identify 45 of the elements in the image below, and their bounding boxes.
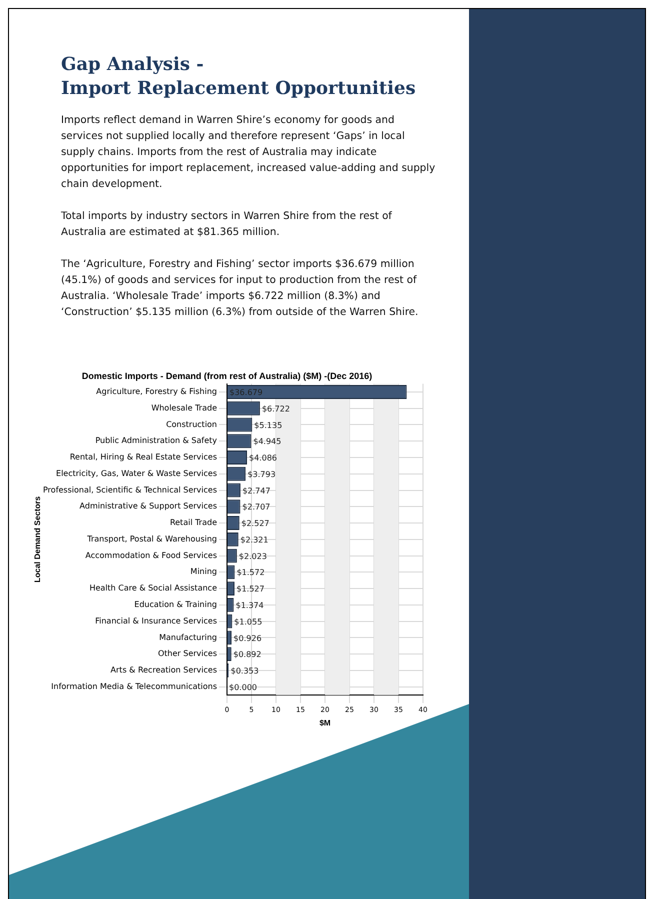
y-tick-label: Arts & Recreation Services (110, 666, 217, 675)
data-label: $2.527 (241, 519, 270, 528)
data-label: $5.135 (254, 420, 282, 430)
y-tick-label: Wholesale Trade (151, 403, 218, 412)
data-label: $3.793 (248, 470, 276, 479)
data-label: $6.722 (262, 404, 290, 414)
data-label: $0.892 (233, 650, 262, 660)
y-tick-label: Electricity, Gas, Water & Waste Services (56, 468, 217, 478)
data-label: $0.353 (230, 666, 259, 676)
y-tick-label: Mining (190, 567, 217, 576)
y-tick-label: Accommodation & Food Services (85, 550, 217, 560)
y-tick-label: Financial & Insurance Services (95, 616, 217, 626)
y-axis-title: Local Demand Sectors (33, 496, 42, 583)
data-label: $2.321 (240, 535, 268, 544)
x-axis-title: $M (319, 718, 331, 728)
y-tick-label: Administrative & Support Services (80, 502, 217, 511)
y-tick-label: Health Care & Social Assistance (89, 584, 218, 593)
y-tick-label: Construction (166, 420, 217, 429)
data-label: $2.023 (238, 552, 267, 561)
chart-title: Gap Analysis - Import Replacement Opportunities (61, 53, 417, 101)
data-label: $1.055 (234, 617, 262, 626)
y-tick-label: Agriculture, Forestry & Fishing (96, 387, 217, 396)
data-label: $2.707 (242, 502, 270, 512)
chart-subtitle: Domestic Imports - Demand (from rest of Australia) ($M) -(Dec 2016) (82, 370, 372, 381)
y-tick-label: Transport, Postal & Warehousing (86, 534, 217, 544)
y-tick-label: Professional, Scientific & Technical Services (43, 485, 217, 494)
text: Total imports by industry sectors in Warren Shire from the rest of Australia are estimated at $81.365 million. (61, 210, 393, 240)
data-label: $2.747 (242, 486, 270, 496)
text: Imports reflect demand in Warren Shire’s economy for goods and services not supplied locally and therefore represent ‘Gaps’ in local supply chains. Imports from the rest of Australia may indicate opportunities for import replacement, increased value-adding and supply chain development. (61, 114, 436, 192)
data-label: $0.000 (229, 682, 257, 692)
y-tick-label: Education & Training (134, 600, 217, 609)
y-tick-label: Public Administration & Safety (95, 436, 218, 446)
y-tick-label: Retail Trade (170, 518, 218, 528)
text: The ‘Agriculture, Forestry and Fishing’ sector imports $36.679 million (45.1%) of goods and services for input to production from the rest of Australia. ‘Wholesale Trade’ imports $6.722 million (8.3%) and ‘Construction’ $5.135 million (6.3%) from outside of the Warren Shire. (61, 258, 420, 320)
y-tick-label: Information Media & Telecommunications (51, 682, 217, 691)
data-label: $1.527 (236, 584, 264, 594)
data-label: $1.572 (236, 568, 265, 578)
data-label: $4.945 (253, 437, 282, 446)
data-label: $0.926 (234, 634, 262, 643)
data-label: $36.679 (230, 388, 263, 398)
data-label: $1.374 (236, 600, 264, 610)
y-tick-label: Manufacturing (159, 632, 217, 642)
data-label: $4.086 (249, 454, 278, 463)
y-tick-label: Rental, Hiring & Real Estate Services (70, 452, 217, 462)
y-tick-label: Other Services (158, 649, 217, 658)
